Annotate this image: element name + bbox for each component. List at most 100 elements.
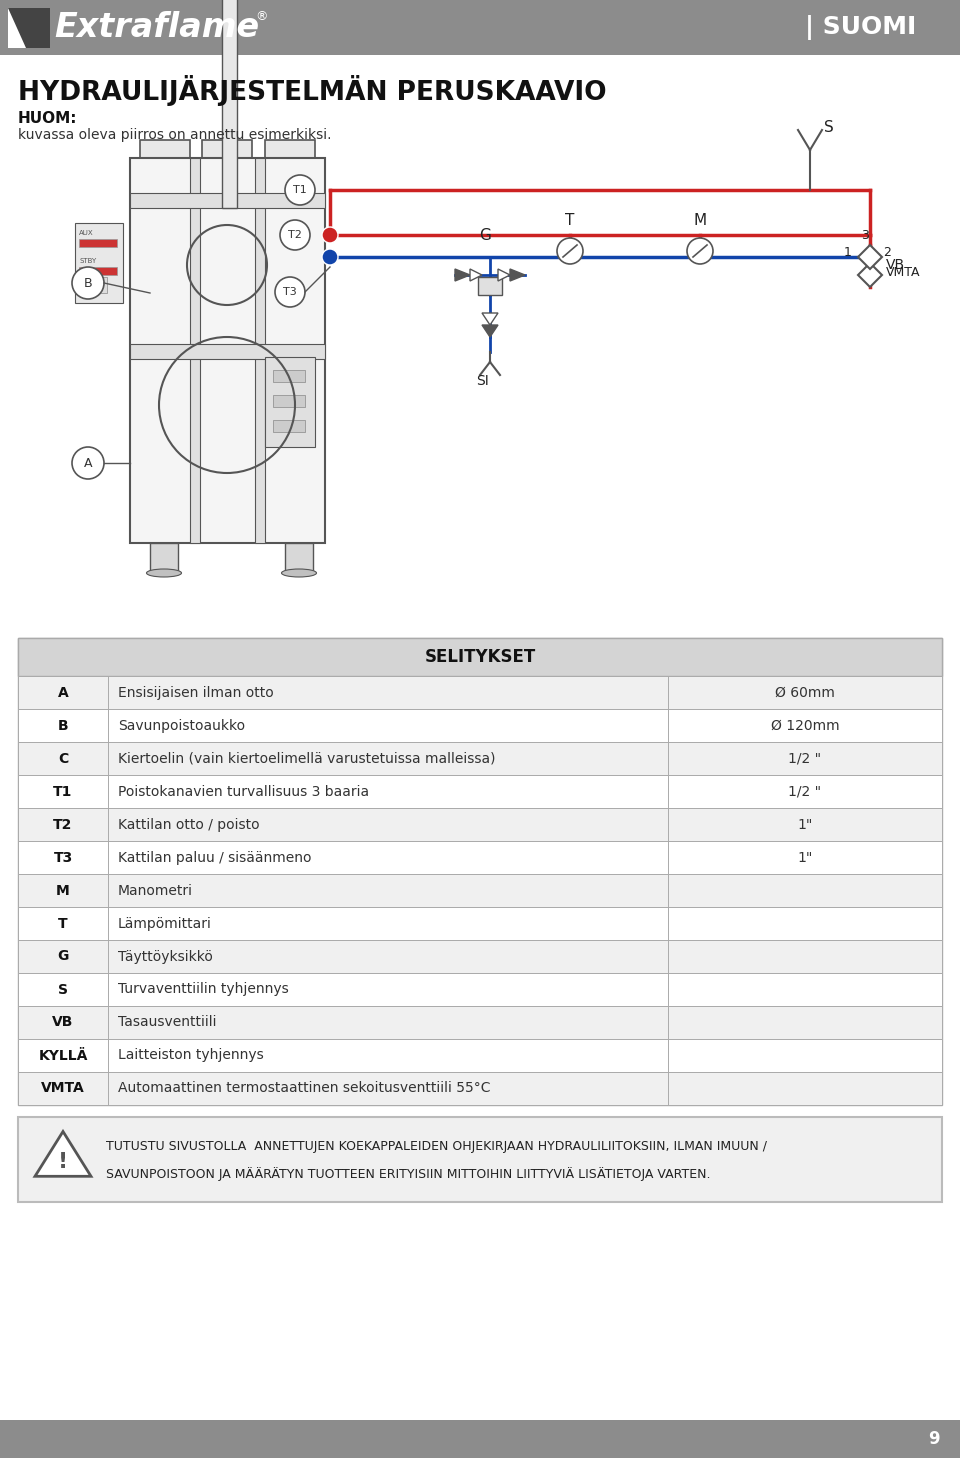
Text: VB: VB	[52, 1016, 74, 1029]
Text: Täyttöyksikkö: Täyttöyksikkö	[118, 949, 213, 964]
Text: M: M	[56, 884, 70, 898]
Bar	[130, 157, 325, 542]
Text: VMTA: VMTA	[886, 265, 921, 278]
Text: Ensisijaisen ilman otto: Ensisijaisen ilman otto	[118, 685, 274, 700]
Bar	[18, 639, 942, 677]
Text: Tasausventtiili: Tasausventtiili	[118, 1016, 217, 1029]
Text: 1": 1"	[798, 850, 813, 865]
Polygon shape	[482, 325, 498, 337]
Text: T: T	[565, 213, 575, 227]
Text: T2: T2	[288, 230, 302, 241]
Bar	[273, 370, 305, 382]
Bar	[18, 1006, 942, 1040]
Bar	[273, 420, 305, 432]
Text: 1/2 ": 1/2 "	[788, 784, 822, 799]
Polygon shape	[470, 268, 482, 281]
Bar	[0, 1420, 960, 1458]
Polygon shape	[858, 245, 882, 268]
Circle shape	[275, 277, 305, 308]
Bar	[18, 873, 942, 907]
Text: 1": 1"	[798, 818, 813, 831]
Bar	[130, 344, 325, 359]
Text: C: C	[58, 751, 68, 765]
Bar	[85, 277, 107, 293]
Text: A: A	[84, 456, 92, 469]
Text: G: G	[479, 227, 491, 242]
Text: Ø 60mm: Ø 60mm	[775, 685, 835, 700]
Text: STBY: STBY	[79, 258, 96, 264]
Polygon shape	[455, 268, 470, 281]
Bar	[18, 639, 942, 1105]
Text: S: S	[58, 983, 68, 996]
Text: A: A	[58, 685, 68, 700]
Text: Laitteiston tyhjennys: Laitteiston tyhjennys	[118, 1048, 264, 1063]
Circle shape	[557, 238, 583, 264]
Text: Kiertoelin (vain kiertoelimellä varustetuissa malleissa): Kiertoelin (vain kiertoelimellä varustet…	[118, 751, 495, 765]
Text: ®: ®	[255, 10, 268, 23]
Bar	[140, 140, 190, 157]
Polygon shape	[8, 7, 26, 48]
Text: 2: 2	[883, 245, 891, 258]
Text: Turvaventtiilin tyhjennys: Turvaventtiilin tyhjennys	[118, 983, 289, 996]
Polygon shape	[482, 313, 498, 325]
Text: Automaattinen termostaattinen sekoitusventtiili 55°C: Automaattinen termostaattinen sekoitusve…	[118, 1082, 491, 1095]
Bar	[18, 841, 942, 873]
Circle shape	[687, 238, 713, 264]
Bar	[18, 1040, 942, 1072]
Text: 3: 3	[861, 229, 869, 242]
Text: VMTA: VMTA	[41, 1082, 84, 1095]
Text: 1: 1	[844, 245, 852, 258]
Text: B: B	[58, 719, 68, 732]
Text: !: !	[58, 1152, 68, 1172]
Text: | SUOMI: | SUOMI	[805, 15, 916, 39]
Bar	[150, 542, 178, 572]
Text: T: T	[59, 917, 68, 930]
Circle shape	[285, 175, 315, 206]
Text: G: G	[58, 949, 69, 964]
Bar	[18, 776, 942, 808]
Bar	[18, 907, 942, 940]
Bar	[18, 709, 942, 742]
Text: Kattilan otto / poisto: Kattilan otto / poisto	[118, 818, 259, 831]
Bar	[18, 742, 942, 776]
Text: VB: VB	[886, 258, 905, 273]
Circle shape	[72, 267, 104, 299]
Text: SI: SI	[476, 375, 489, 388]
Ellipse shape	[147, 569, 181, 577]
Bar	[79, 239, 117, 246]
Circle shape	[322, 227, 338, 243]
Bar	[273, 395, 305, 407]
Text: Kattilan paluu / sisäänmeno: Kattilan paluu / sisäänmeno	[118, 850, 311, 865]
Text: kuvassa oleva piirros on annettu esimerkiksi.: kuvassa oleva piirros on annettu esimerk…	[18, 128, 331, 141]
Polygon shape	[858, 262, 882, 287]
Text: T3: T3	[54, 850, 73, 865]
Text: Extraflame: Extraflame	[54, 12, 259, 44]
Bar	[478, 277, 502, 295]
Text: T1: T1	[54, 784, 73, 799]
Bar	[222, 0, 237, 208]
Text: HYDRAULIJÄRJESTELMÄN PERUSKAAVIO: HYDRAULIJÄRJESTELMÄN PERUSKAAVIO	[18, 74, 607, 105]
Text: TUTUSTU SIVUSTOLLA  ANNETTUJEN KOEKAPPALEIDEN OHJEKIRJAAN HYDRAULILIITOKSIIN, IL: TUTUSTU SIVUSTOLLA ANNETTUJEN KOEKAPPALE…	[106, 1140, 767, 1153]
Bar	[18, 940, 942, 972]
Polygon shape	[35, 1131, 91, 1177]
Text: Lämpömittari: Lämpömittari	[118, 917, 212, 930]
Text: T2: T2	[54, 818, 73, 831]
Bar	[202, 140, 252, 157]
Text: SAVUNPOISTOON JA MÄÄRÄTYN TUOTTEEN ERITYISIIN MITTOIHIN LIITTYVIÄ LISÄTIETOJA VA: SAVUNPOISTOON JA MÄÄRÄTYN TUOTTEEN ERITY…	[106, 1166, 710, 1181]
Bar	[18, 677, 942, 709]
Bar	[265, 140, 315, 157]
Circle shape	[280, 220, 310, 249]
Bar	[265, 357, 315, 448]
Text: T3: T3	[283, 287, 297, 297]
Polygon shape	[510, 268, 525, 281]
Text: Poistokanavien turvallisuus 3 baaria: Poistokanavien turvallisuus 3 baaria	[118, 784, 370, 799]
Text: KYLLÄ: KYLLÄ	[38, 1048, 87, 1063]
Text: 9: 9	[928, 1430, 940, 1448]
Text: Ø 120mm: Ø 120mm	[771, 719, 839, 732]
Bar	[79, 267, 117, 276]
Text: 1/2 ": 1/2 "	[788, 751, 822, 765]
Bar	[18, 1117, 942, 1201]
Text: T1: T1	[293, 185, 307, 195]
Ellipse shape	[281, 569, 317, 577]
Bar	[130, 192, 325, 208]
